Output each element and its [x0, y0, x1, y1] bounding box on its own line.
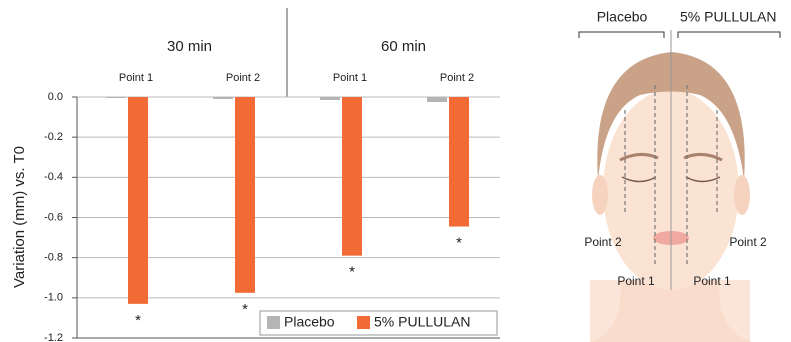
legend-label: 5% PULLULAN: [374, 314, 471, 330]
point-label: Point 1: [617, 274, 655, 288]
group-label: 60 min: [381, 38, 426, 55]
x-tick-label: Point 2: [440, 72, 474, 84]
point-label: Point 2: [584, 235, 622, 249]
y-tick-label: -0.2: [44, 131, 63, 143]
y-tick-label: -0.6: [44, 211, 63, 223]
bar: [427, 97, 447, 103]
bar: [128, 97, 148, 304]
bar: [320, 97, 340, 101]
point-label: Point 1: [693, 274, 731, 288]
x-tick-label: Point 2: [226, 72, 260, 84]
y-tick-label: -0.8: [44, 252, 63, 264]
y-tick-label: -0.4: [44, 171, 63, 183]
point-label: Point 2: [729, 235, 767, 249]
illustration-label: Placebo: [597, 9, 648, 25]
significance-mark: *: [135, 312, 141, 329]
significance-mark: *: [349, 264, 355, 281]
face-illustration: [578, 30, 781, 342]
y-tick-label: -1.0: [44, 292, 63, 304]
legend-box: [259, 310, 498, 336]
significance-mark: *: [456, 235, 462, 252]
y-tick-label: 0.0: [48, 91, 63, 103]
significance-mark: *: [242, 301, 248, 318]
legend-swatch: [267, 316, 280, 329]
y-axis-label: Variation (mm) vs. T0: [11, 146, 28, 288]
x-tick-label: Point 1: [333, 72, 367, 84]
bar: [235, 97, 255, 293]
legend-label: Placebo: [284, 314, 335, 330]
group-label: 30 min: [167, 38, 212, 55]
bar: [342, 97, 362, 256]
bar: [449, 97, 469, 227]
illustration-label: 5% PULLULAN: [680, 9, 777, 25]
legend-swatch: [357, 316, 370, 329]
y-tick-label: -1.2: [44, 332, 63, 342]
bar: [106, 97, 126, 99]
bar: [213, 97, 233, 100]
x-tick-label: Point 1: [119, 72, 153, 84]
